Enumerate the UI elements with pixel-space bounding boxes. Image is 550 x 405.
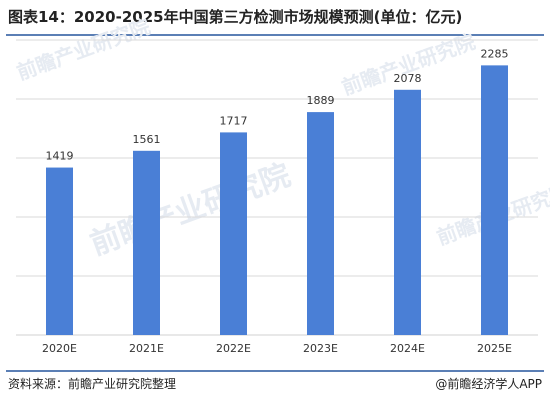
x-tick-label: 2022E xyxy=(216,342,251,355)
watermark-text: 前瞻产业研究院 xyxy=(86,158,295,263)
value-label: 1889 xyxy=(307,94,335,107)
value-label: 2285 xyxy=(481,47,509,60)
bar-2020E xyxy=(46,167,73,335)
bar-2021E xyxy=(133,150,160,335)
bar-2022E xyxy=(220,132,247,335)
app-credit: @前瞻经济学人APP xyxy=(435,377,542,391)
x-tick-label: 2024E xyxy=(390,342,425,355)
source-note: 资料来源：前瞻产业研究院整理 xyxy=(8,377,177,391)
x-tick-labels: 2020E 2021E 2022E 2023E 2024E 2025E xyxy=(42,342,512,355)
value-label: 1419 xyxy=(46,150,74,163)
value-label: 1561 xyxy=(133,133,161,146)
x-tick-label: 2021E xyxy=(129,342,164,355)
watermarks: 前瞻产业研究院 前瞻产业研究院 前瞻产业研究院 前瞻产业研究院 xyxy=(14,14,550,262)
value-label: 2078 xyxy=(394,72,422,85)
title-divider xyxy=(6,34,544,36)
value-label: 1717 xyxy=(220,114,248,127)
bar-2024E xyxy=(394,89,421,336)
x-tick-label: 2023E xyxy=(303,342,338,355)
footer-divider xyxy=(6,370,544,372)
watermark-text: 前瞻产业研究院 xyxy=(14,14,154,84)
x-tick-label: 2020E xyxy=(42,342,77,355)
grid-lines xyxy=(16,39,538,336)
value-labels: 1419 1561 1717 1889 2078 2285 xyxy=(46,47,509,162)
chart-title: 图表14：2020-2025年中国第三方检测市场规模预测(单位：亿元) xyxy=(8,8,463,26)
bar-2023E xyxy=(307,112,334,336)
bar-2025E xyxy=(481,65,508,336)
bars xyxy=(46,65,508,336)
x-tick-label: 2025E xyxy=(477,342,512,355)
